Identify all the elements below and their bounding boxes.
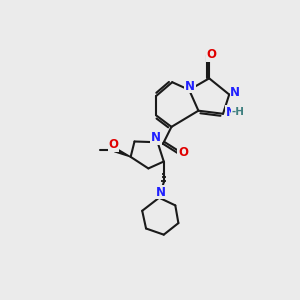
Text: N: N xyxy=(151,131,161,144)
Text: N: N xyxy=(185,80,195,92)
Text: O: O xyxy=(178,146,188,159)
Polygon shape xyxy=(115,148,131,157)
Text: O: O xyxy=(109,138,119,151)
Text: N: N xyxy=(156,186,166,199)
Text: O: O xyxy=(206,48,217,61)
Text: N: N xyxy=(230,86,240,100)
Text: -H: -H xyxy=(232,107,245,117)
Text: N: N xyxy=(226,106,236,119)
